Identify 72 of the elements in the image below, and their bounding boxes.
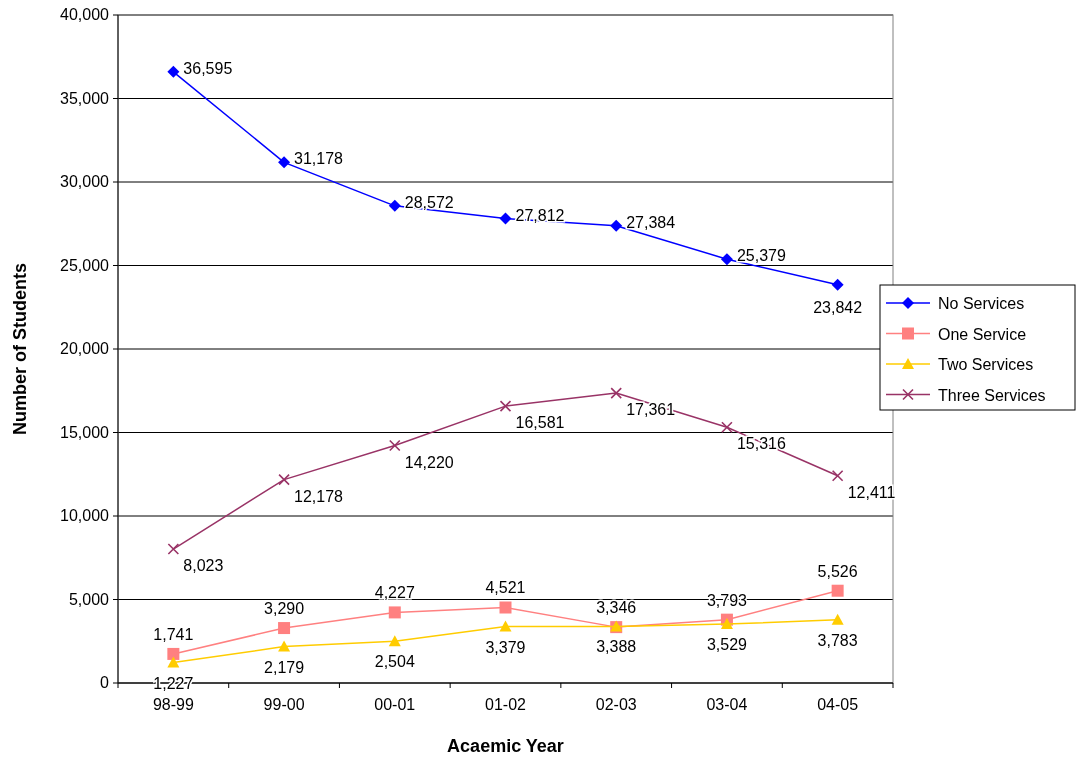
point [388,439,401,452]
data-label: 3,290 [264,600,305,618]
point [278,473,290,486]
x-tick-label: 99-00 [263,696,305,713]
data-label: 8,023 [183,557,224,575]
data-label: 31,178 [294,150,344,168]
y-axis-title: Number of Students [10,262,30,436]
y-tick-label: 10,000 [60,507,110,524]
x-axis-title: Acaemic Year [447,736,564,756]
point [610,219,623,232]
point [720,253,733,266]
data-label: 3,529 [706,636,748,654]
y-tick-label: 40,000 [60,6,110,23]
y-tick-label: 15,000 [60,423,110,441]
data-label: 27,384 [626,213,676,231]
data-label: 1,741 [153,625,194,643]
data-label: 17,361 [626,401,676,419]
data-label: 3,379 [485,638,526,656]
y-tick-label: 5,000 [68,590,110,608]
data-label: 14,220 [404,453,454,471]
point [831,278,844,291]
y-tick-label: 0 [100,674,110,691]
point [388,606,401,619]
data-label: 2,504 [374,653,415,671]
legend-label: Three Services [938,386,1046,404]
data-label: 23,842 [813,298,863,316]
point [831,469,844,482]
point [388,635,401,647]
point [499,212,512,225]
data-label: 36,595 [183,59,233,77]
data-label: 4,521 [485,579,526,597]
data-label: 12,178 [294,487,344,505]
point [388,199,401,212]
x-tick-label: 03-04 [706,696,748,713]
point [278,156,291,169]
y-tick-label: 30,000 [60,173,110,190]
point [167,543,180,555]
point [831,584,844,597]
data-label: 2,179 [264,658,305,676]
point [167,656,180,668]
point [499,400,512,412]
y-tick-label: 20,000 [60,340,110,357]
data-label: 25,379 [736,247,786,265]
data-label: 16,581 [515,414,565,432]
legend-label: No Services [938,295,1025,312]
data-label: 27,812 [515,206,565,224]
data-label: 3,346 [596,599,637,617]
point [721,421,733,434]
point [167,647,180,660]
x-tick-label: 98-99 [152,696,194,713]
point [720,618,733,630]
x-tick-label: 04-05 [817,696,859,713]
point [167,65,180,78]
data-label: 4,227 [374,584,415,602]
y-tick-label: 35,000 [60,89,110,107]
point [499,601,512,614]
legend-label: One Service [938,325,1027,343]
data-label: 3,388 [596,638,637,656]
point [278,622,291,635]
x-tick-label: 01-02 [485,696,527,713]
y-tick-label: 25,000 [60,256,110,274]
x-tick-label: 02-03 [595,696,637,713]
x-tick-label: 00-01 [374,696,416,713]
data-label: 12,411 [847,483,896,501]
point [499,620,512,632]
data-label: 28,572 [404,193,454,211]
point [278,640,291,652]
legend-label: Two Services [938,356,1034,373]
data-label: 5,526 [817,562,858,580]
point [831,613,844,625]
data-label: 3,783 [817,631,858,649]
point [610,387,623,399]
